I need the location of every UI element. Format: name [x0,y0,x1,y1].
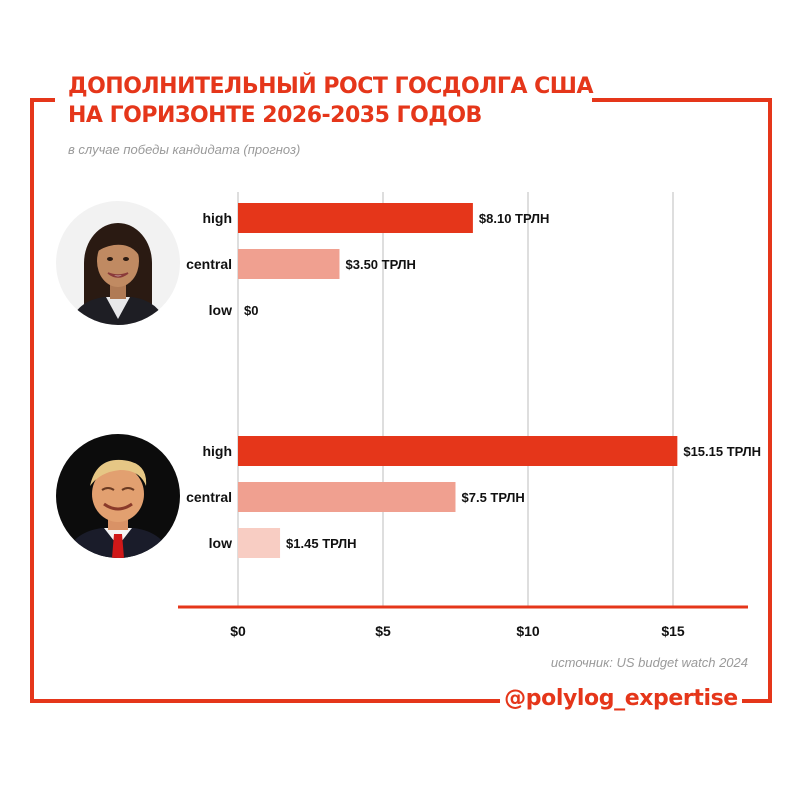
x-tick-label: $0 [230,623,246,639]
frame-top-right [592,98,772,102]
category-label: low [209,535,232,551]
category-label: high [202,443,232,459]
chart-title: ДОПОЛНИТЕЛЬНЫЙ РОСТ ГОСДОЛГА США НА ГОРИ… [68,72,594,130]
frame-left [30,98,34,703]
x-tick-label: $5 [375,623,391,639]
category-label: low [209,302,232,318]
data-label: $8.10 ТРЛН [479,211,549,226]
data-label: $0 [244,303,258,318]
chart-subtitle: в случае победы кандидата (прогноз) [68,142,301,157]
data-label: $1.45 ТРЛН [286,536,356,551]
x-tick-label: $10 [516,623,540,639]
title-line-2: НА ГОРИЗОНТЕ 2026-2035 ГОДОВ [68,103,482,128]
data-label: $15.15 ТРЛН [683,444,761,459]
bar-low [238,528,281,558]
candidate-2-avatar [56,434,180,558]
category-label: high [202,210,232,226]
x-tick-label: $15 [661,623,685,639]
bar-central [238,249,340,279]
category-label: central [186,489,232,505]
man-portrait-icon [56,434,180,558]
frame-right [768,98,772,703]
candidate-1-avatar [56,201,180,325]
category-label: central [186,256,232,272]
frame-top-left [30,98,55,102]
data-label: $7.5 ТРЛН [462,490,525,505]
data-label: $3.50 ТРЛН [346,257,416,272]
title-line-1: ДОПОЛНИТЕЛЬНЫЙ РОСТ ГОСДОЛГА США [68,74,594,99]
bar-high [238,203,473,233]
bar-central [238,482,456,512]
frame-bottom [30,699,772,703]
source-note: источник: US budget watch 2024 [550,655,748,670]
bar-high [238,436,678,466]
woman-portrait-icon [56,201,180,325]
brand-handle: @polylog_expertise [500,682,742,716]
